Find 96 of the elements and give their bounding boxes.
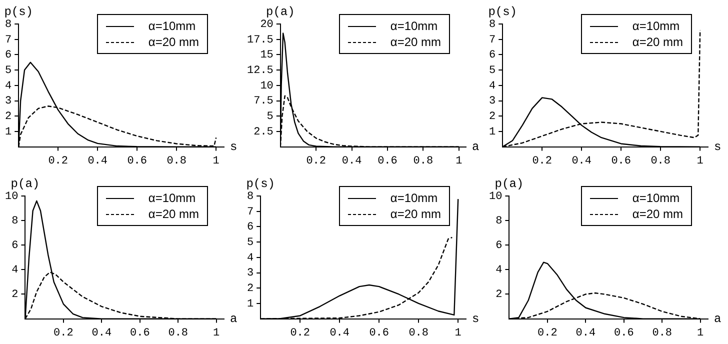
x-tick-label: 0.6 bbox=[611, 155, 632, 168]
x-tick-label: 0.4 bbox=[92, 327, 112, 340]
y-tick-label: 5 bbox=[266, 111, 274, 124]
y-tick-label: 8 bbox=[12, 215, 18, 228]
y-axis-title: p(s) bbox=[246, 177, 276, 192]
x-tick-label: 0.8 bbox=[650, 155, 671, 168]
x-tick-label: 0.4 bbox=[342, 155, 362, 168]
y-tick-label: 6 bbox=[4, 50, 12, 62]
x-tick-label: 1 bbox=[456, 155, 463, 168]
y-tick-label: 10 bbox=[260, 80, 274, 92]
legend-label: α=20 mm bbox=[148, 35, 199, 49]
y-tick-label: 15 bbox=[260, 50, 274, 62]
x-tick-label: 0.2 bbox=[538, 327, 558, 340]
x-tick-label: 0.6 bbox=[130, 327, 150, 340]
x-tick-label: 0.6 bbox=[378, 155, 398, 168]
y-tick-label: 20 bbox=[260, 18, 274, 31]
x-tick-label: 1 bbox=[697, 327, 704, 340]
y-tick-label: 2 bbox=[246, 283, 254, 296]
y-tick-label: 1 bbox=[246, 298, 254, 310]
y-axis-title: p(a) bbox=[266, 5, 295, 20]
y-tick-label: 8 bbox=[4, 18, 12, 31]
y-tick-label: 5 bbox=[488, 64, 496, 77]
y-axis-title: p(s) bbox=[4, 5, 34, 20]
x-tick-label: 0.8 bbox=[408, 327, 429, 340]
legend-label: α=10mm bbox=[390, 19, 438, 33]
y-tick-label: 4 bbox=[488, 80, 496, 92]
x-axis-title: a bbox=[230, 312, 238, 326]
x-tick-label: 1 bbox=[696, 155, 704, 168]
y-tick-label: 3 bbox=[488, 96, 496, 108]
y-tick-label: 6 bbox=[496, 240, 502, 252]
y-tick-label: 6 bbox=[12, 240, 18, 252]
y-tick-label: 3 bbox=[4, 96, 12, 108]
y-tick-label: 7 bbox=[4, 34, 12, 46]
y-tick-label: 7 bbox=[488, 34, 496, 46]
legend-label: α=20 mm bbox=[632, 35, 683, 49]
x-tick-label: 0.2 bbox=[532, 155, 552, 168]
x-axis-title: s bbox=[230, 140, 238, 154]
legend-label: α=20 mm bbox=[390, 207, 441, 221]
x-tick-label: 0.4 bbox=[576, 327, 596, 340]
x-tick-label: 0.2 bbox=[54, 327, 74, 340]
y-tick-label: 4 bbox=[12, 264, 19, 277]
x-tick-label: 0.8 bbox=[168, 327, 188, 340]
y-tick-label: 8 bbox=[246, 190, 254, 203]
y-axis-title: p(s) bbox=[488, 5, 518, 20]
x-tick-label: 0.6 bbox=[127, 155, 148, 168]
y-tick-label: 3 bbox=[246, 268, 254, 280]
y-tick-label: 5 bbox=[246, 236, 254, 249]
y-tick-label: 8 bbox=[488, 18, 496, 31]
y-tick-label: 7 bbox=[246, 206, 254, 218]
legend-label: α=10mm bbox=[632, 19, 680, 33]
x-tick-label: 1 bbox=[213, 327, 220, 340]
y-tick-label: 4 bbox=[496, 264, 503, 277]
y-tick-label: 12.5 bbox=[247, 64, 274, 77]
x-axis-title: s bbox=[714, 140, 722, 154]
x-tick-label: 0.4 bbox=[88, 155, 108, 168]
x-tick-label: 0.2 bbox=[306, 155, 326, 168]
legend-label: α=20 mm bbox=[390, 35, 441, 49]
legend-label: α=20 mm bbox=[632, 207, 683, 221]
legend-label: α=10mm bbox=[148, 191, 196, 205]
x-axis-title: a bbox=[714, 312, 722, 326]
y-tick-label: 6 bbox=[488, 50, 496, 62]
x-tick-label: 0.4 bbox=[572, 155, 592, 168]
y-axis-title: p(a) bbox=[10, 177, 40, 192]
y-tick-label: 8 bbox=[496, 215, 502, 228]
y-tick-label: 5 bbox=[4, 64, 12, 77]
x-tick-label: 0.6 bbox=[369, 327, 390, 340]
x-tick-label: 0.2 bbox=[290, 327, 310, 340]
y-tick-label: 1 bbox=[4, 126, 12, 138]
legend-label: α=20 mm bbox=[148, 207, 199, 221]
y-tick-label: 4 bbox=[246, 252, 254, 264]
y-tick-label: 10 bbox=[489, 190, 502, 203]
y-tick-label: 17.5 bbox=[247, 34, 274, 46]
x-axis-title: a bbox=[472, 140, 480, 154]
y-axis-title: p(a) bbox=[494, 177, 524, 192]
legend-label: α=10mm bbox=[390, 191, 438, 205]
y-tick-label: 4 bbox=[4, 80, 12, 92]
x-axis-title: s bbox=[472, 312, 480, 326]
x-tick-label: 1 bbox=[454, 327, 462, 340]
x-tick-label: 0.2 bbox=[48, 155, 68, 168]
x-tick-label: 0.8 bbox=[413, 155, 434, 168]
y-tick-label: 7.5 bbox=[254, 96, 274, 108]
x-tick-label: 1 bbox=[212, 155, 220, 168]
y-tick-label: 2 bbox=[496, 289, 502, 302]
y-tick-label: 10 bbox=[5, 190, 18, 203]
y-tick-label: 1 bbox=[488, 126, 496, 138]
legend-label: α=10mm bbox=[148, 19, 196, 33]
y-tick-label: 2.5 bbox=[254, 126, 274, 138]
y-tick-label: 2 bbox=[4, 111, 12, 124]
y-tick-label: 2 bbox=[488, 111, 496, 124]
x-tick-label: 0.4 bbox=[330, 327, 350, 340]
x-tick-label: 0.8 bbox=[652, 327, 672, 340]
legend-label: α=10mm bbox=[632, 191, 680, 205]
x-tick-label: 0.6 bbox=[614, 327, 634, 340]
y-tick-label: 2 bbox=[12, 289, 18, 302]
x-tick-label: 0.8 bbox=[166, 155, 187, 168]
y-tick-label: 6 bbox=[246, 222, 254, 234]
